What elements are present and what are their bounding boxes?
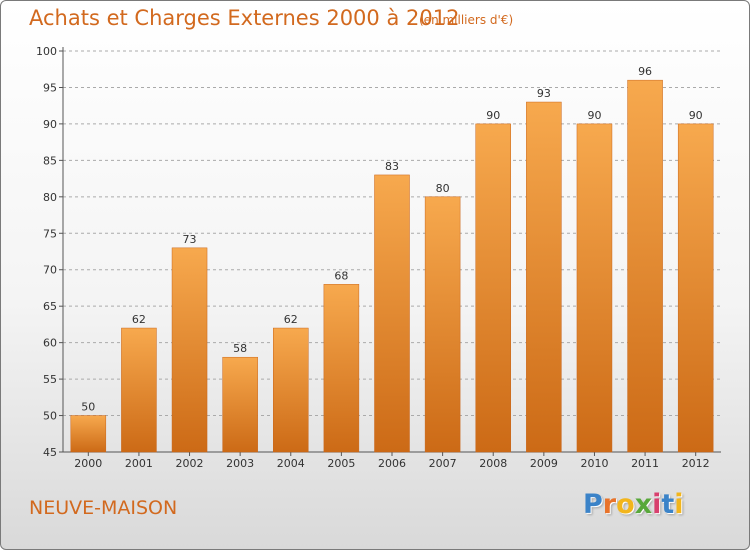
chart-subtitle: (en milliers d'€) xyxy=(419,13,514,27)
x-tick-label-2006: 2006 xyxy=(378,457,406,470)
x-tick-label-2001: 2001 xyxy=(125,457,153,470)
logo-letter: P xyxy=(583,489,603,520)
data-label-2004: 62 xyxy=(284,313,298,326)
logo-letter: i xyxy=(674,489,684,520)
y-tick-label: 75 xyxy=(43,227,57,240)
y-tick-label: 90 xyxy=(43,118,57,131)
bar-2008 xyxy=(475,123,511,453)
y-tick-label: 55 xyxy=(43,373,57,386)
logo-letter: t xyxy=(661,489,675,520)
bar-2003 xyxy=(222,356,258,453)
y-tick-label: 85 xyxy=(43,154,57,167)
y-tick-label: 70 xyxy=(43,264,57,277)
y-tick-label: 50 xyxy=(43,410,57,423)
x-tick-label-2000: 2000 xyxy=(74,457,102,470)
bar-2006 xyxy=(374,174,410,453)
x-tick-label-2012: 2012 xyxy=(682,457,710,470)
logo-letter: x xyxy=(634,489,653,520)
data-label-2010: 90 xyxy=(587,109,601,122)
data-label-2008: 90 xyxy=(486,109,500,122)
data-label-2001: 62 xyxy=(132,313,146,326)
bar-2000 xyxy=(70,415,107,453)
bar-2002 xyxy=(171,247,208,453)
x-tick-label-2003: 2003 xyxy=(226,457,254,470)
y-tick-label: 100 xyxy=(36,45,57,58)
data-label-2009: 93 xyxy=(537,87,551,100)
data-label-2000: 50 xyxy=(81,401,95,414)
bars xyxy=(70,79,714,453)
data-label-2007: 80 xyxy=(436,182,450,195)
bar-2001 xyxy=(121,327,157,453)
x-tick-label-2010: 2010 xyxy=(580,457,608,470)
bar-2005 xyxy=(323,284,360,453)
bar-2011 xyxy=(627,79,663,453)
proxiti-logo[interactable]: Proxiti xyxy=(583,489,684,520)
x-tick-label-2007: 2007 xyxy=(429,457,457,470)
bar-2010 xyxy=(576,123,613,453)
x-tick-label-2005: 2005 xyxy=(327,457,355,470)
y-tick-label: 80 xyxy=(43,191,57,204)
bar-2012 xyxy=(677,123,714,453)
x-tick-label-2004: 2004 xyxy=(277,457,305,470)
town-name: NEUVE-MAISON xyxy=(29,497,178,519)
logo-letter: o xyxy=(616,489,635,520)
y-tick-label: 60 xyxy=(43,337,57,350)
x-tick-label-2008: 2008 xyxy=(479,457,507,470)
data-label-2002: 73 xyxy=(183,233,197,246)
data-label-2012: 90 xyxy=(689,109,703,122)
y-tick-label: 95 xyxy=(43,81,57,94)
y-tick-label: 65 xyxy=(43,300,57,313)
x-tick-label-2011: 2011 xyxy=(631,457,659,470)
x-tick-label-2009: 2009 xyxy=(530,457,558,470)
bar-2009 xyxy=(526,101,562,453)
logo-letter: r xyxy=(602,489,617,520)
bar-2007 xyxy=(424,196,461,453)
y-tick-label: 45 xyxy=(43,446,57,459)
data-label-2006: 83 xyxy=(385,160,399,173)
data-label-2003: 58 xyxy=(233,342,247,355)
x-tick-label-2002: 2002 xyxy=(176,457,204,470)
chart-title: Achats et Charges Externes 2000 à 2012 xyxy=(29,6,460,30)
labels: 45 50 55 60 65 70 75 80 85 90 95 100 50 2000 62 2001 73 2… xyxy=(36,45,710,470)
logo-letter: i xyxy=(652,489,662,520)
data-label-2005: 68 xyxy=(334,269,348,282)
bar-2004 xyxy=(273,327,309,453)
data-label-2011: 96 xyxy=(638,65,652,78)
